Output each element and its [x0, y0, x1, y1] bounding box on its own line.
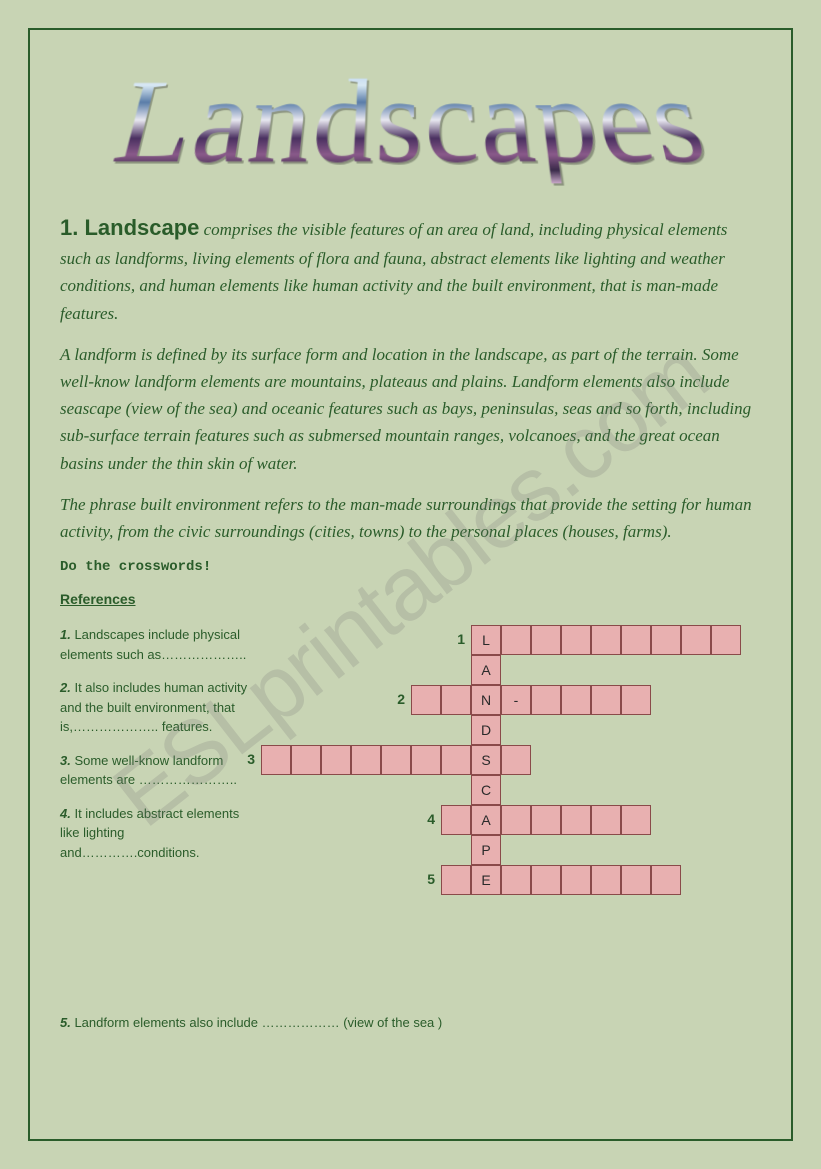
crossword-cell[interactable]: [441, 865, 471, 895]
crossword-cell[interactable]: A: [471, 805, 501, 835]
crossword-cell[interactable]: [261, 745, 291, 775]
crossword-cell[interactable]: [291, 745, 321, 775]
crossword-cell[interactable]: [501, 745, 531, 775]
lead-term: 1. Landscape: [60, 215, 199, 240]
crossword-cell[interactable]: [531, 625, 561, 655]
title-wrap: Landscapes: [60, 60, 761, 180]
crossword-cell[interactable]: [381, 745, 411, 775]
crossword-row-number: 5: [415, 871, 435, 887]
crossword-cell[interactable]: [591, 805, 621, 835]
clue-1: 1. Landscapes include physical elements …: [60, 625, 251, 664]
crossword-cell[interactable]: [441, 805, 471, 835]
crossword-cell[interactable]: [441, 745, 471, 775]
crossword-cell[interactable]: -: [501, 685, 531, 715]
crossword-cell[interactable]: [351, 745, 381, 775]
crossword-cell[interactable]: N: [471, 685, 501, 715]
clue-5: 5. Landform elements also include …………………: [60, 1015, 761, 1030]
clue-2: 2. It also includes human activity and t…: [60, 678, 251, 737]
crossword-cell[interactable]: [591, 625, 621, 655]
crossword-cell[interactable]: S: [471, 745, 501, 775]
crossword-cell[interactable]: [411, 745, 441, 775]
crossword-cell[interactable]: [561, 805, 591, 835]
crossword-cell[interactable]: [321, 745, 351, 775]
crossword-cell[interactable]: [651, 625, 681, 655]
intro-block: 1. Landscape comprises the visible featu…: [60, 210, 761, 545]
references-heading: References: [60, 591, 761, 607]
crossword-cell[interactable]: [621, 865, 651, 895]
clue-4: 4. It includes abstract elements like li…: [60, 804, 251, 863]
crossword-cell[interactable]: A: [471, 655, 501, 685]
crossword-cell[interactable]: [411, 685, 441, 715]
crossword-row-number: 3: [235, 751, 255, 767]
crossword-cell[interactable]: L: [471, 625, 501, 655]
crossword-cell[interactable]: [621, 625, 651, 655]
clues-column: 1. Landscapes include physical elements …: [60, 625, 251, 1005]
crossword-cell[interactable]: [531, 805, 561, 835]
crossword-cell[interactable]: [591, 865, 621, 895]
crossword-cell[interactable]: [621, 685, 651, 715]
clue-3: 3. Some well-know landform elements are …: [60, 751, 251, 790]
wordart-title: Landscapes: [103, 63, 717, 183]
crossword-row-number: 4: [415, 811, 435, 827]
bottom-area: 1. Landscapes include physical elements …: [60, 625, 761, 1005]
crossword-cell[interactable]: [441, 685, 471, 715]
crossword-cell[interactable]: D: [471, 715, 501, 745]
crossword-cell[interactable]: [651, 865, 681, 895]
crossword-row-number: 2: [385, 691, 405, 707]
page-frame: ESLprintables.com Landscapes 1. Landscap…: [28, 28, 793, 1141]
crossword-cell[interactable]: [501, 805, 531, 835]
crossword-cell[interactable]: [591, 685, 621, 715]
crossword-cell[interactable]: [681, 625, 711, 655]
crossword-cell[interactable]: C: [471, 775, 501, 805]
intro-para-1: 1. Landscape comprises the visible featu…: [60, 210, 761, 327]
crossword-row-number: 1: [445, 631, 465, 647]
do-crosswords-label: Do the crosswords!: [60, 559, 761, 575]
crossword-cell[interactable]: [561, 865, 591, 895]
crossword-cell[interactable]: P: [471, 835, 501, 865]
crossword-cell[interactable]: [621, 805, 651, 835]
intro-para-3: The phrase built environment refers to t…: [60, 491, 761, 545]
crossword-cell[interactable]: E: [471, 865, 501, 895]
crossword-cell[interactable]: [561, 685, 591, 715]
crossword-grid: LANDSCAPE1-2345: [261, 625, 761, 1005]
crossword-cell[interactable]: [531, 865, 561, 895]
intro-para-2: A landform is defined by its surface for…: [60, 341, 761, 477]
crossword-cell[interactable]: [561, 625, 591, 655]
crossword-wrap: LANDSCAPE1-2345: [261, 625, 761, 1005]
crossword-cell[interactable]: [501, 865, 531, 895]
crossword-cell[interactable]: [501, 625, 531, 655]
crossword-cell[interactable]: [531, 685, 561, 715]
crossword-cell[interactable]: [711, 625, 741, 655]
